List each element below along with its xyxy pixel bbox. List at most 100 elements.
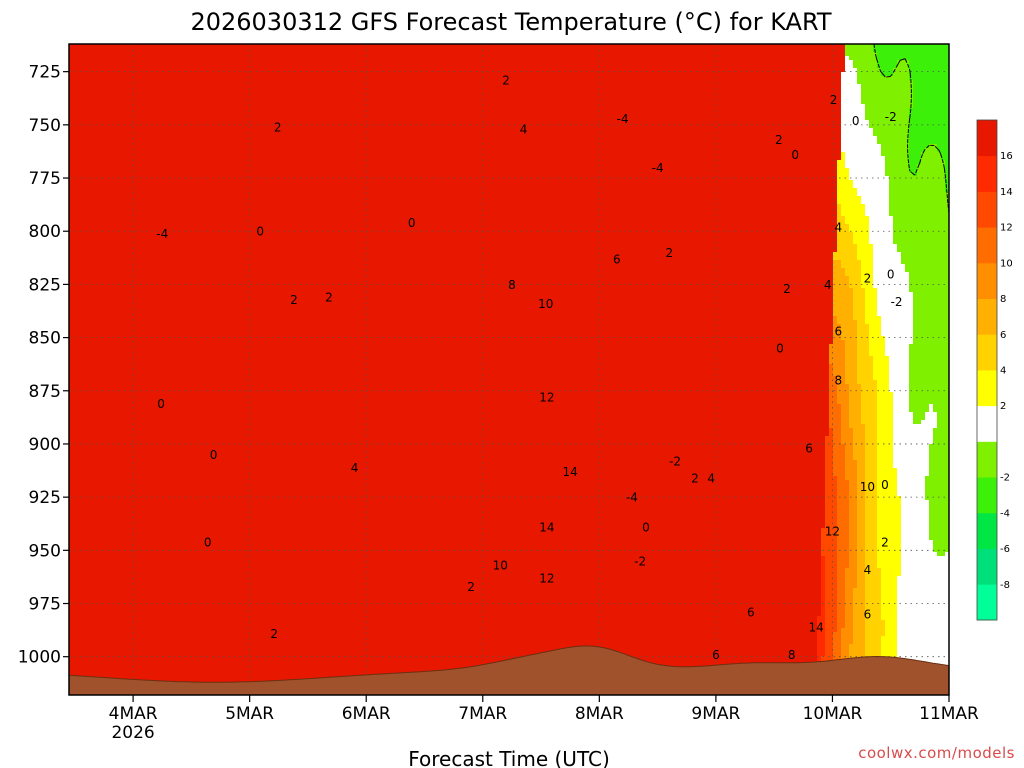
temperature-cell bbox=[833, 336, 842, 341]
temperature-cell bbox=[877, 384, 890, 389]
temperature-cell bbox=[849, 280, 862, 285]
temperature-cell bbox=[849, 424, 866, 429]
temperature-cell bbox=[945, 160, 949, 165]
temperature-cell bbox=[69, 484, 826, 489]
temperature-cell bbox=[897, 608, 949, 613]
temperature-cell bbox=[929, 456, 949, 461]
temperature-cell bbox=[69, 156, 842, 161]
temperature-cell bbox=[909, 160, 922, 165]
temperature-cell bbox=[877, 404, 894, 409]
temperature-cell bbox=[885, 164, 910, 169]
temperature-cell bbox=[825, 640, 834, 645]
contour-label: -4 bbox=[652, 161, 664, 175]
temperature-cell bbox=[829, 428, 834, 433]
contour-label: 2 bbox=[502, 74, 510, 88]
temperature-cell bbox=[837, 224, 850, 229]
temperature-cell bbox=[69, 560, 822, 565]
temperature-cell bbox=[833, 640, 842, 645]
temperature-cell bbox=[845, 624, 854, 629]
temperature-cell bbox=[69, 252, 834, 257]
temperature-cell bbox=[865, 508, 878, 513]
temperature-cell bbox=[917, 164, 946, 169]
temperature-cell bbox=[825, 516, 838, 521]
temperature-cell bbox=[841, 104, 866, 109]
temperature-cell bbox=[69, 232, 838, 237]
temperature-cell bbox=[857, 464, 866, 469]
temperature-cell bbox=[853, 456, 866, 461]
temperature-cell bbox=[861, 388, 878, 393]
temperature-cell bbox=[909, 120, 949, 125]
temperature-cell bbox=[893, 236, 949, 241]
temperature-cell bbox=[69, 540, 822, 545]
contour-label: 4 bbox=[864, 563, 872, 577]
temperature-cell bbox=[69, 568, 822, 573]
temperature-cell bbox=[889, 192, 949, 197]
temperature-cell bbox=[833, 432, 842, 437]
temperature-cell bbox=[929, 536, 949, 541]
colorbar-swatch bbox=[977, 227, 997, 264]
temperature-cell bbox=[837, 400, 850, 405]
temperature-cell bbox=[837, 580, 846, 585]
temperature-cell bbox=[909, 140, 949, 145]
temperature-cell bbox=[69, 160, 838, 165]
y-tick-label: 775 bbox=[29, 169, 61, 189]
temperature-cell bbox=[913, 316, 949, 321]
temperature-cell bbox=[833, 468, 846, 473]
temperature-cell bbox=[909, 124, 949, 129]
temperature-cell bbox=[849, 564, 858, 569]
temperature-cell bbox=[929, 524, 949, 529]
y-tick-label: 900 bbox=[29, 435, 61, 455]
temperature-cell bbox=[893, 440, 934, 445]
temperature-cell bbox=[885, 172, 914, 177]
temperature-cell bbox=[857, 528, 866, 533]
temperature-cell bbox=[69, 200, 838, 205]
temperature-cell bbox=[841, 204, 866, 209]
temperature-cell bbox=[853, 596, 866, 601]
temperature-cell bbox=[865, 212, 890, 217]
temperature-cell bbox=[825, 644, 834, 649]
temperature-cell bbox=[833, 428, 842, 433]
temperature-cell bbox=[877, 440, 894, 445]
temperature-cell bbox=[869, 352, 886, 357]
temperature-cell bbox=[837, 204, 842, 209]
contour-label: 10 bbox=[493, 559, 508, 573]
temperature-cell bbox=[69, 148, 842, 153]
temperature-cell bbox=[865, 444, 878, 449]
temperature-cell bbox=[901, 532, 930, 537]
temperature-cell bbox=[833, 440, 842, 445]
temperature-cell bbox=[829, 372, 834, 377]
temperature-cell bbox=[861, 280, 874, 285]
temperature-cell bbox=[849, 556, 858, 561]
temperature-cell bbox=[841, 92, 862, 97]
temperature-cell bbox=[69, 556, 822, 561]
temperature-cell bbox=[897, 644, 949, 649]
colorbar-label: 12 bbox=[1000, 223, 1013, 234]
temperature-cell bbox=[837, 168, 850, 173]
temperature-cell bbox=[841, 108, 866, 113]
temperature-cell bbox=[825, 496, 838, 501]
temperature-cell bbox=[849, 548, 858, 553]
temperature-cell bbox=[869, 340, 886, 345]
temperature-bands bbox=[69, 44, 949, 695]
temperature-cell bbox=[893, 444, 930, 449]
temperature-cell bbox=[69, 628, 818, 633]
temperature-cell bbox=[881, 320, 914, 325]
temperature-cell bbox=[865, 300, 878, 305]
temperature-cell bbox=[873, 372, 890, 377]
temperature-cell bbox=[69, 168, 838, 173]
temperature-cell bbox=[69, 472, 826, 477]
temperature-cell bbox=[897, 576, 949, 581]
temperature-cell bbox=[853, 300, 866, 305]
temperature-cell bbox=[69, 336, 834, 341]
temperature-cell bbox=[885, 156, 910, 161]
temperature-cell bbox=[901, 520, 930, 525]
temperature-cell bbox=[849, 524, 858, 529]
temperature-cell bbox=[69, 328, 834, 333]
temperature-cell bbox=[825, 508, 838, 513]
temperature-cell bbox=[69, 272, 834, 277]
temperature-cell bbox=[929, 448, 949, 453]
temperature-cell bbox=[845, 360, 858, 365]
temperature-cell bbox=[853, 628, 866, 633]
temperature-cell bbox=[893, 408, 910, 413]
